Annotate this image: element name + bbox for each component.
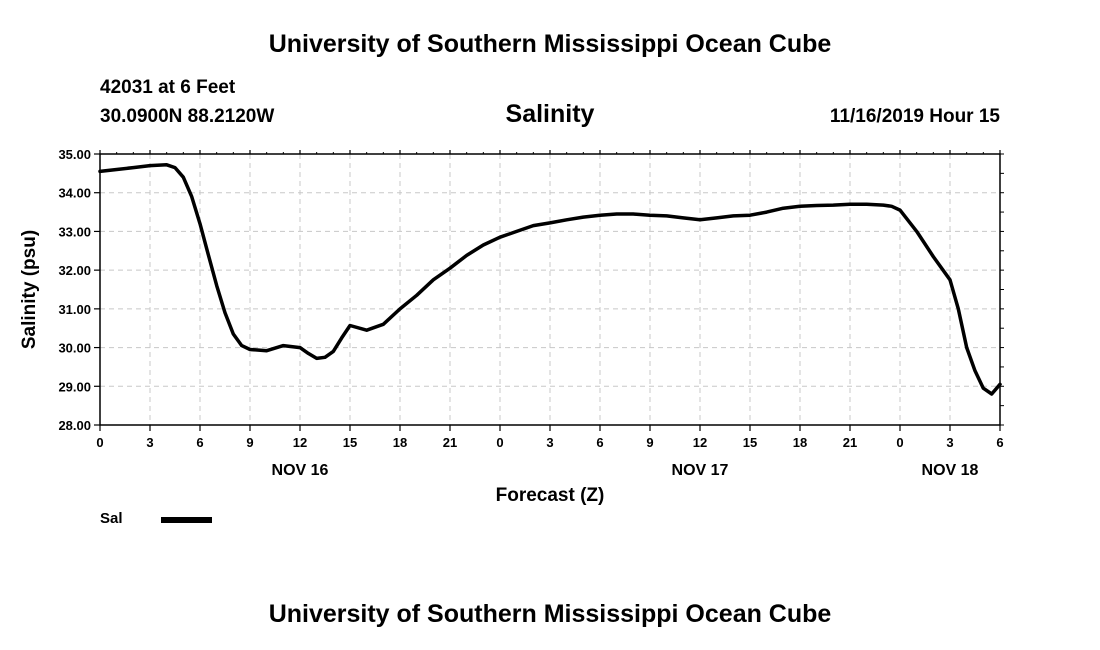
grid-lines (100, 154, 1000, 425)
station-label: 42031 at 6 Feet (100, 77, 236, 98)
x-tick-label: 9 (646, 435, 653, 450)
x-tick-label: 6 (996, 435, 1003, 450)
x-tick-label: 18 (393, 435, 407, 450)
y-tick-label: 28.00 (58, 418, 91, 433)
plot-frame (99, 153, 1001, 426)
date-label: NOV 18 (922, 462, 979, 479)
x-tick-label: 21 (843, 435, 857, 450)
x-tick-label: 3 (146, 435, 153, 450)
y-axis-label: Salinity (psu) (19, 230, 40, 349)
y-tick-label: 30.00 (58, 341, 91, 356)
variable-label: Salinity (505, 100, 595, 128)
series-layer (98, 163, 1002, 396)
date-label: NOV 17 (672, 462, 729, 479)
y-axis: 28.00 29.00 30.00 31.00 32.00 33.00 34.00 35.00 (58, 147, 1004, 433)
x-tick-label: 3 (546, 435, 553, 450)
legend-label: Sal (100, 510, 123, 527)
x-tick-label: 15 (743, 435, 757, 450)
footer-title: University of Southern Mississippi Ocean… (268, 600, 832, 628)
x-tick-label: 15 (343, 435, 357, 450)
y-tick-label: 35.00 (58, 147, 91, 162)
x-axis: 0 3 6 9 12 15 18 21 0 3 6 9 12 15 18 21 0 3 6 NOV 16 NOV 17 N… (96, 150, 1004, 479)
series-line-sal (98, 163, 1002, 396)
y-tick-label: 31.00 (58, 302, 91, 317)
chart-title: University of Southern Mississippi Ocean… (268, 30, 832, 58)
x-tick-label: 0 (496, 435, 503, 450)
x-tick-label: 0 (96, 435, 103, 450)
y-tick-label: 34.00 (58, 186, 91, 201)
x-tick-label: 9 (246, 435, 253, 450)
y-tick-label: 32.00 (58, 263, 91, 278)
x-tick-label: 21 (443, 435, 457, 450)
x-tick-label: 0 (896, 435, 903, 450)
x-tick-label: 3 (946, 435, 953, 450)
x-tick-label: 12 (693, 435, 707, 450)
legend-swatch (161, 517, 212, 523)
coordinates-label: 30.0900N 88.2120W (100, 106, 275, 127)
x-tick-label: 6 (596, 435, 603, 450)
forecast-timestamp: 11/16/2019 Hour 15 (829, 106, 1000, 127)
x-tick-label: 18 (793, 435, 807, 450)
x-tick-label: 6 (196, 435, 203, 450)
y-tick-label: 33.00 (58, 224, 91, 239)
date-label: NOV 16 (272, 462, 329, 479)
x-axis-label: Forecast (Z) (496, 485, 605, 506)
x-tick-label: 12 (293, 435, 307, 450)
y-tick-label: 29.00 (58, 379, 91, 394)
